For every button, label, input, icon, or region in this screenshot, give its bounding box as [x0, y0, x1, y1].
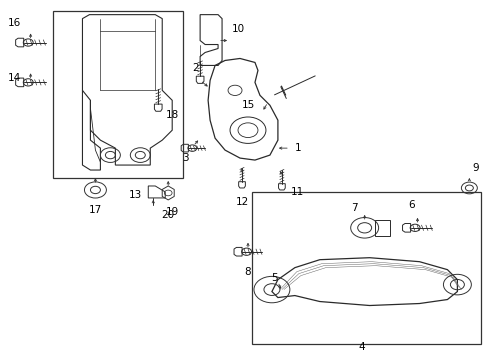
Text: 17: 17	[89, 205, 102, 215]
Bar	[251, 192, 480, 345]
Text: 7: 7	[351, 203, 357, 213]
Text: 16: 16	[8, 18, 21, 28]
Text: 1: 1	[294, 143, 301, 153]
Text: 6: 6	[407, 200, 414, 210]
Text: 13: 13	[128, 190, 142, 200]
Text: 9: 9	[471, 163, 478, 173]
Text: 11: 11	[291, 187, 304, 197]
Text: 20: 20	[162, 210, 174, 220]
Text: 14: 14	[8, 73, 21, 84]
Text: 4: 4	[358, 342, 364, 352]
Text: 2: 2	[191, 63, 198, 73]
Text: 8: 8	[244, 267, 251, 276]
Text: 19: 19	[165, 207, 179, 217]
Bar	[52, 11, 183, 178]
Text: 15: 15	[241, 100, 254, 110]
Text: 3: 3	[182, 153, 188, 163]
Text: 5: 5	[271, 273, 278, 283]
Text: 10: 10	[231, 24, 244, 33]
Text: 12: 12	[235, 197, 248, 207]
Text: 18: 18	[165, 110, 179, 120]
